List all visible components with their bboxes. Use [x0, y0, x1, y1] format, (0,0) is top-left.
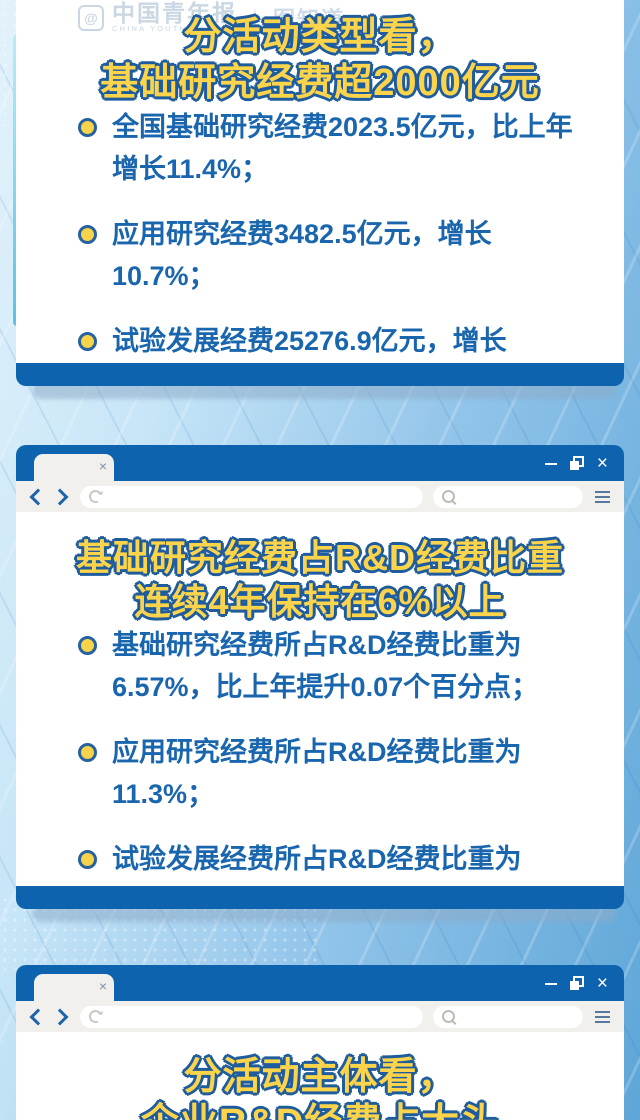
bullet-item: 应用研究经费3482.5亿元，增长10.7%； — [78, 213, 594, 297]
bullet-text: 试验发展经费所占R&D经费比重为82.1% — [112, 844, 522, 874]
bullet-text: 基础研究经费所占R&D经费比重为 — [112, 630, 522, 660]
watermark-brand: 图知道 — [273, 7, 346, 32]
card-title-line2: 连续4年保持在6%以上 — [134, 581, 506, 622]
window-controls: × — [544, 445, 608, 481]
refresh-icon[interactable] — [87, 488, 104, 505]
card-bottom-bar — [16, 363, 624, 386]
card-title-line1: 分活动主体看， — [183, 1056, 457, 1098]
search-bar[interactable] — [433, 1005, 583, 1028]
bullet-text: ，比上年增长11.4%； — [112, 112, 573, 184]
search-icon — [442, 1010, 455, 1023]
card-content-area: 基础研究经费占R&D经费比重 连续4年保持在6%以上 基础研究经费所占R&D经费… — [16, 512, 624, 886]
bullet-text: 试验发展经费25276.9亿元，增长9.9%。 — [112, 326, 507, 356]
close-icon[interactable]: × — [596, 452, 608, 474]
search-icon — [442, 490, 455, 503]
bullet-list: 全国基础研究经费2023.5亿元，比上年增长11.4%； 应用研究经费3482.… — [46, 106, 594, 363]
card-title-line2: 基础研究经费超2000亿元 — [100, 62, 540, 104]
search-bar[interactable] — [433, 485, 583, 508]
bullet-item: 应用研究经费所占R&D经费比重为11.3%； — [78, 731, 594, 815]
card-activity-type: @ 中国青年报 CHINA YOUTH DAILY ｜ 图知道 分活动类型看， … — [16, 0, 624, 399]
highlighted-value: 2023.5亿元 — [328, 112, 465, 142]
card-rd-share: × × 基础研究经费占R&D经费比重 连续4年保持在6%以上 — [16, 445, 624, 922]
restore-window-icon[interactable] — [569, 976, 584, 990]
browser-titlebar: × × — [16, 445, 624, 481]
tab-close-icon[interactable]: × — [98, 458, 107, 474]
menu-icon[interactable] — [595, 490, 610, 503]
browser-titlebar: × × — [16, 965, 624, 1001]
forward-icon[interactable] — [51, 1008, 69, 1025]
minimize-icon[interactable] — [544, 982, 557, 986]
bullet-text: 全国基础研究经费 — [112, 112, 328, 142]
restore-window-icon[interactable] — [569, 456, 584, 470]
menu-icon[interactable] — [595, 1010, 610, 1023]
watermark-name-en: CHINA YOUTH DAILY — [112, 24, 224, 33]
browser-toolbar — [16, 481, 624, 512]
card-title: 分活动类型看， 基础研究经费超2000亿元 — [46, 14, 594, 106]
close-icon[interactable]: × — [596, 972, 608, 994]
back-icon[interactable] — [29, 1008, 47, 1025]
bullet-text: 应用研究经费3482.5亿元，增长10.7%； — [112, 219, 492, 291]
card-bottom-bar — [16, 886, 624, 909]
bullet-item: 基础研究经费所占R&D经费比重为 6.57%，比上年提升0.07个百分点； — [78, 624, 594, 708]
refresh-icon[interactable] — [87, 1008, 104, 1025]
highlighted-value: 6.57% — [112, 672, 189, 702]
watermark-name-cn: 中国青年报 — [112, 0, 237, 26]
bullet-list: 基础研究经费所占R&D经费比重为 6.57%，比上年提升0.07个百分点； 应用研… — [46, 624, 594, 886]
bullet-item: 试验发展经费25276.9亿元，增长9.9%。 — [78, 320, 594, 363]
forward-icon[interactable] — [51, 488, 69, 505]
card-title: 基础研究经费占R&D经费比重 连续4年保持在6%以上 — [46, 536, 594, 624]
china-youth-daily-watermark: @ 中国青年报 CHINA YOUTH DAILY ｜ 图知道 — [78, 2, 345, 34]
watermark-divider: ｜ — [245, 9, 265, 32]
browser-tab[interactable]: × — [34, 974, 114, 1001]
card-title-line1: 分活动类型看， — [183, 16, 457, 58]
browser-toolbar — [16, 1001, 624, 1032]
back-icon[interactable] — [29, 488, 47, 505]
card-activity-entity: × × 分活动主体看， 企业R&D经费占大头 — [16, 965, 624, 1120]
browser-tab[interactable]: × — [34, 454, 114, 481]
card-content-area: 分活动主体看， 企业R&D经费占大头 — [16, 1032, 624, 1120]
bullet-text: 应用研究经费所占R&D经费比重为11.3%； — [112, 737, 522, 809]
at-logo-icon: @ — [78, 5, 104, 31]
tab-close-icon[interactable]: × — [98, 978, 107, 994]
bullet-text: ，比上年提升0.07个百分点； — [188, 672, 539, 702]
window-controls: × — [544, 965, 608, 1001]
card-title-line2: 企业R&D经费占大头 — [46, 1100, 594, 1120]
card-content-area: @ 中国青年报 CHINA YOUTH DAILY ｜ 图知道 分活动类型看， … — [16, 0, 624, 363]
address-bar[interactable] — [80, 1005, 423, 1028]
bullet-item: 全国基础研究经费2023.5亿元，比上年增长11.4%； — [78, 106, 594, 190]
address-bar[interactable] — [80, 485, 423, 508]
card-title: 分活动主体看， 企业R&D经费占大头 — [46, 1054, 594, 1120]
card-title-line1: 基础研究经费占R&D经费比重 — [76, 537, 564, 578]
bullet-item: 试验发展经费所占R&D经费比重为82.1% — [78, 838, 594, 886]
minimize-icon[interactable] — [544, 462, 557, 466]
